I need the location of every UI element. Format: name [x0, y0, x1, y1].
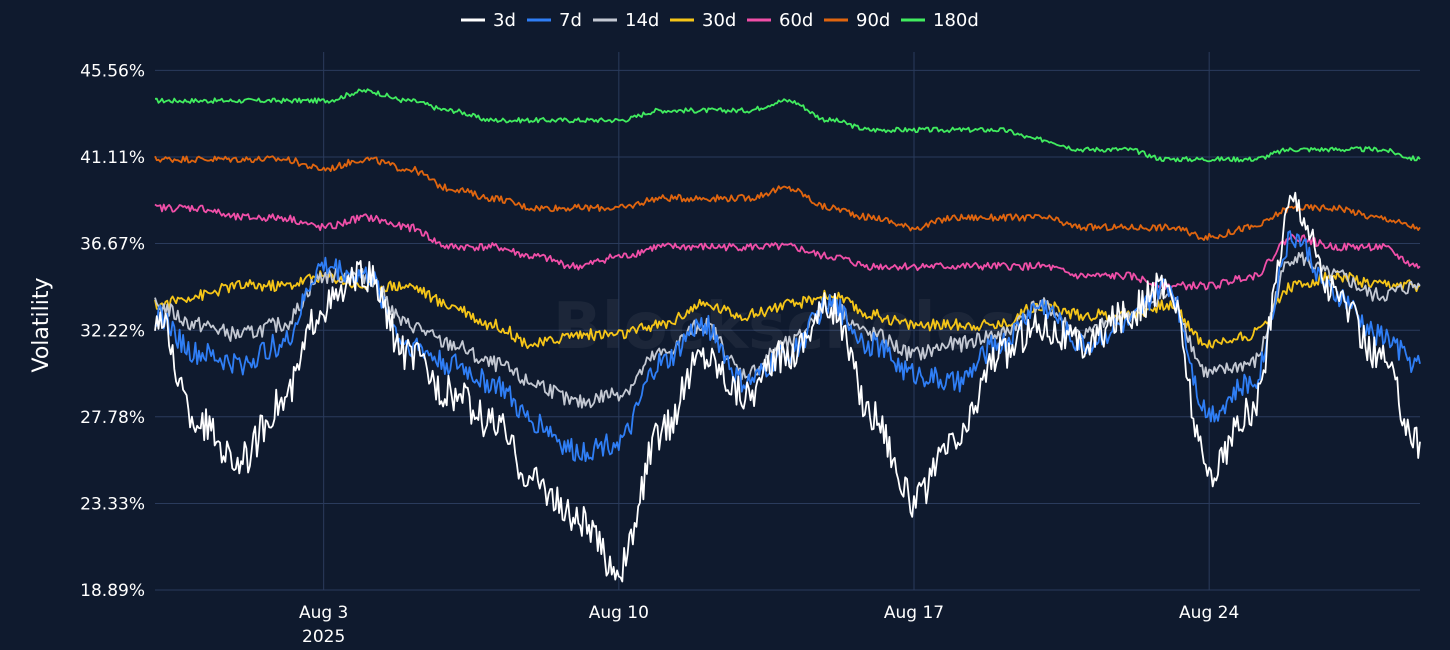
x-tick-label: Aug 24 — [1179, 603, 1239, 623]
series-line-180d — [154, 88, 1421, 163]
y-tick-label: 36.67% — [80, 235, 145, 255]
y-tick-label: 45.56% — [80, 61, 145, 81]
y-tick-label: 23.33% — [80, 494, 145, 514]
legend-label-30d: 30d — [702, 10, 736, 31]
x-tick-sublabel: 2025 — [302, 627, 345, 647]
y-tick-label: 32.22% — [80, 321, 145, 341]
y-axis-ticks: 18.89% 23.33% 27.78% 32.22% 36.67% 41.11% 45.5… — [80, 61, 145, 601]
y-axis-label: Volatility — [29, 277, 54, 372]
series-line-60d — [154, 203, 1421, 291]
legend-label-90d: 90d — [856, 10, 890, 31]
legend-label-180d: 180d — [933, 10, 979, 31]
legend-label-60d: 60d — [779, 10, 813, 31]
y-tick-label: 18.89% — [80, 581, 145, 601]
y-tick-label: 27.78% — [80, 408, 145, 428]
series-group — [154, 88, 1421, 583]
series-line-90d — [154, 155, 1421, 241]
legend-label-14d: 14d — [625, 10, 659, 31]
legend: 3d 7d 14d 30d 60d 90d 180d — [461, 10, 979, 31]
legend-label-3d: 3d — [493, 10, 516, 31]
series-line-3d — [154, 191, 1421, 583]
x-tick-label: Aug 10 — [589, 603, 649, 623]
legend-label-7d: 7d — [559, 10, 582, 31]
grid — [155, 52, 1420, 591]
x-tick-label: Aug 17 — [884, 603, 944, 623]
x-tick-label: Aug 3 — [299, 603, 348, 623]
y-tick-label: 41.11% — [80, 148, 145, 168]
x-axis-ticks: Aug 3 2025 Aug 10 Aug 17 Aug 24 — [299, 603, 1239, 647]
